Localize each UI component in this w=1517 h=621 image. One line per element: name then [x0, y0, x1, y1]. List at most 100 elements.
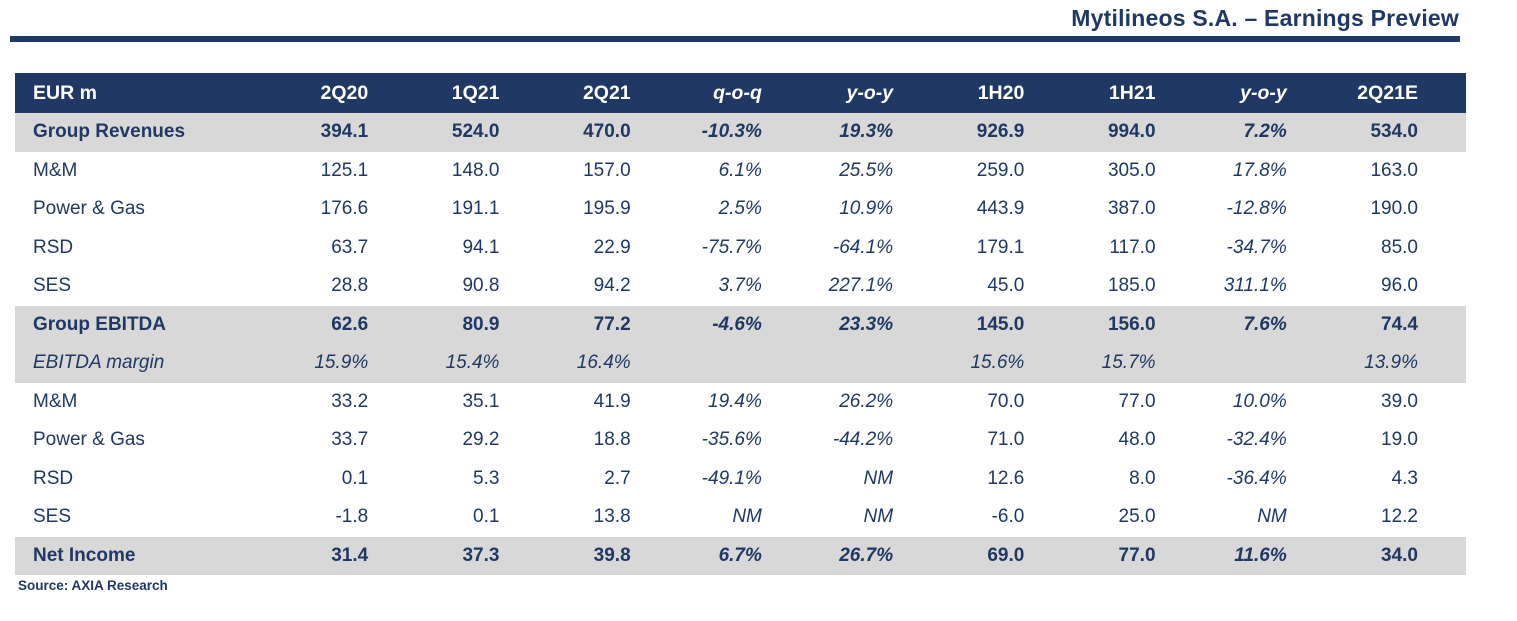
cell-value: 6.1%: [718, 159, 762, 181]
cell-value: 6.7%: [718, 544, 762, 566]
cell-value: 94.1: [462, 236, 500, 258]
cell-value: 387.0: [1107, 198, 1156, 220]
cell-value: 94.2: [593, 275, 631, 297]
cell-value: 3.7%: [718, 275, 762, 297]
cell-value: 29.2: [462, 429, 500, 451]
cell-value: 534.0: [1370, 121, 1418, 143]
cell-value: 25.5%: [839, 159, 894, 181]
earnings-preview-table: EUR m 2Q20 1Q21 2Q21 q-o-q y-o-y 1H20 1H21 y-o-y…: [15, 73, 1466, 575]
cell-value: [1204, 344, 1335, 383]
cell-value: 156.0: [1107, 313, 1156, 335]
table-row: M&M 33.2 35.1 41.9 19.4% 26.2% 70.0 77.0 10.0% 39…: [15, 382, 1466, 421]
cell-value: 77.0: [1118, 544, 1156, 566]
cell-value: 69.0: [987, 544, 1025, 566]
cell-value: 11.6%: [1234, 544, 1287, 566]
row-label: SES: [33, 275, 72, 297]
table-row: SES -1.8 0.1 13.8 NM NM -6.0 25.0 NM 12.2: [15, 498, 1466, 537]
cell-value: 13.8: [593, 506, 631, 528]
cell-value: -12.8%: [1226, 198, 1287, 220]
cell-value: 191.1: [451, 198, 500, 220]
cell-value: 7.2%: [1243, 121, 1287, 143]
cell-value: 23.3%: [839, 313, 894, 335]
row-label: Net Income: [33, 544, 136, 566]
cell-value: 179.1: [976, 236, 1025, 258]
cell-value: 34.0: [1381, 544, 1418, 566]
cell-value: 125.1: [320, 159, 369, 181]
cell-value: 16.4%: [576, 352, 631, 374]
cell-value: 524.0: [451, 121, 500, 143]
cell-value: -4.6%: [712, 313, 762, 335]
cell-value: 19.4%: [708, 390, 762, 412]
cell-value: 33.7: [331, 429, 369, 451]
table-row: Group EBITDA 62.6 80.9 77.2 -4.6% 23.3% 145.0 1…: [15, 305, 1466, 344]
cell-value: 19.3%: [839, 121, 894, 143]
cell-value: 145.0: [976, 313, 1025, 335]
cell-value: -36.4%: [1226, 467, 1287, 489]
column-header-y-o-y: y-o-y: [846, 81, 894, 104]
cell-value: 13.9%: [1364, 352, 1418, 374]
cell-value: 117.0: [1109, 236, 1156, 258]
cell-value: 470.0: [583, 121, 631, 143]
table-header-row: EUR m 2Q20 1Q21 2Q21 q-o-q y-o-y 1H20 1H21 y-o-y…: [15, 73, 1466, 113]
row-label: EBITDA margin: [33, 352, 165, 374]
cell-value: NM: [1257, 506, 1287, 528]
cell-value: 163.0: [1370, 159, 1418, 181]
row-label: Group EBITDA: [33, 313, 166, 335]
cell-value: 2.7: [604, 467, 631, 489]
row-label: Power & Gas: [33, 198, 145, 220]
row-label: SES: [33, 506, 72, 528]
cell-value: 157.0: [583, 159, 631, 181]
cell-value: 5.3: [473, 467, 500, 489]
cell-value: 12.2: [1381, 506, 1418, 528]
cell-value: 259.0: [976, 159, 1025, 181]
cell-value: 0.1: [341, 467, 369, 489]
cell-value: 90.8: [462, 275, 500, 297]
cell-value: -75.7%: [701, 236, 762, 258]
table-row: Power & Gas 33.7 29.2 18.8 -35.6% -44.2% 71.0 4…: [15, 421, 1466, 460]
cell-value: 926.9: [976, 121, 1025, 143]
cell-value: 41.9: [593, 390, 631, 412]
cell-value: 22.9: [593, 236, 631, 258]
row-label: Power & Gas: [33, 429, 145, 451]
cell-value: 10.9%: [839, 198, 894, 220]
cell-value: NM: [863, 506, 894, 528]
cell-value: 8.0: [1129, 467, 1156, 489]
cell-value: 26.7%: [839, 544, 894, 566]
column-header-1h21: 1H21: [1108, 81, 1156, 104]
cell-value: 39.0: [1381, 390, 1418, 412]
source-note: Source: AXIA Research: [18, 578, 168, 593]
column-header-y-o-y: y-o-y: [1240, 81, 1287, 104]
table-row: SES 28.8 90.8 94.2 3.7% 227.1% 45.0 185.0 311.1%…: [15, 267, 1466, 306]
cell-value: 63.7: [331, 236, 369, 258]
cell-value: 77.0: [1118, 390, 1156, 412]
row-label: RSD: [33, 467, 74, 489]
column-header-2q20: 2Q20: [320, 81, 369, 104]
cell-value: -34.7%: [1226, 236, 1287, 258]
cell-value: 311.1%: [1223, 275, 1287, 297]
cell-value: 190.0: [1370, 198, 1418, 220]
cell-value: 15.9%: [314, 352, 369, 374]
cell-value: 185.0: [1107, 275, 1156, 297]
cell-value: -10.3%: [701, 121, 762, 143]
cell-value: 85.0: [1381, 236, 1418, 258]
cell-value: 31.4: [331, 544, 369, 566]
column-header-2q21: 2Q21: [582, 81, 631, 104]
cell-value: 45.0: [987, 275, 1025, 297]
cell-value: [679, 344, 810, 383]
table-row: RSD 63.7 94.1 22.9 -75.7% -64.1% 179.1 117.0 -34…: [15, 228, 1466, 267]
cell-value: 48.0: [1118, 429, 1156, 451]
cell-value: 26.2%: [839, 390, 894, 412]
row-label: Group Revenues: [33, 121, 186, 143]
cell-value: 10.0%: [1232, 390, 1287, 412]
cell-value: 33.2: [331, 390, 369, 412]
cell-value: 25.0: [1118, 506, 1156, 528]
cell-value: 0.1: [473, 506, 500, 528]
column-header-unit: EUR m: [33, 81, 97, 104]
table-row: Power & Gas 176.6 191.1 195.9 2.5% 10.9% 443.9…: [15, 190, 1466, 229]
table-row: Net Income 31.4 37.3 39.8 6.7% 26.7% 69.0 77.0 1…: [15, 536, 1466, 575]
cell-value: 7.6%: [1243, 313, 1287, 335]
cell-value: 394.1: [320, 121, 369, 143]
cell-value: -32.4%: [1226, 429, 1287, 451]
column-header-q-o-q: q-o-q: [713, 81, 762, 104]
